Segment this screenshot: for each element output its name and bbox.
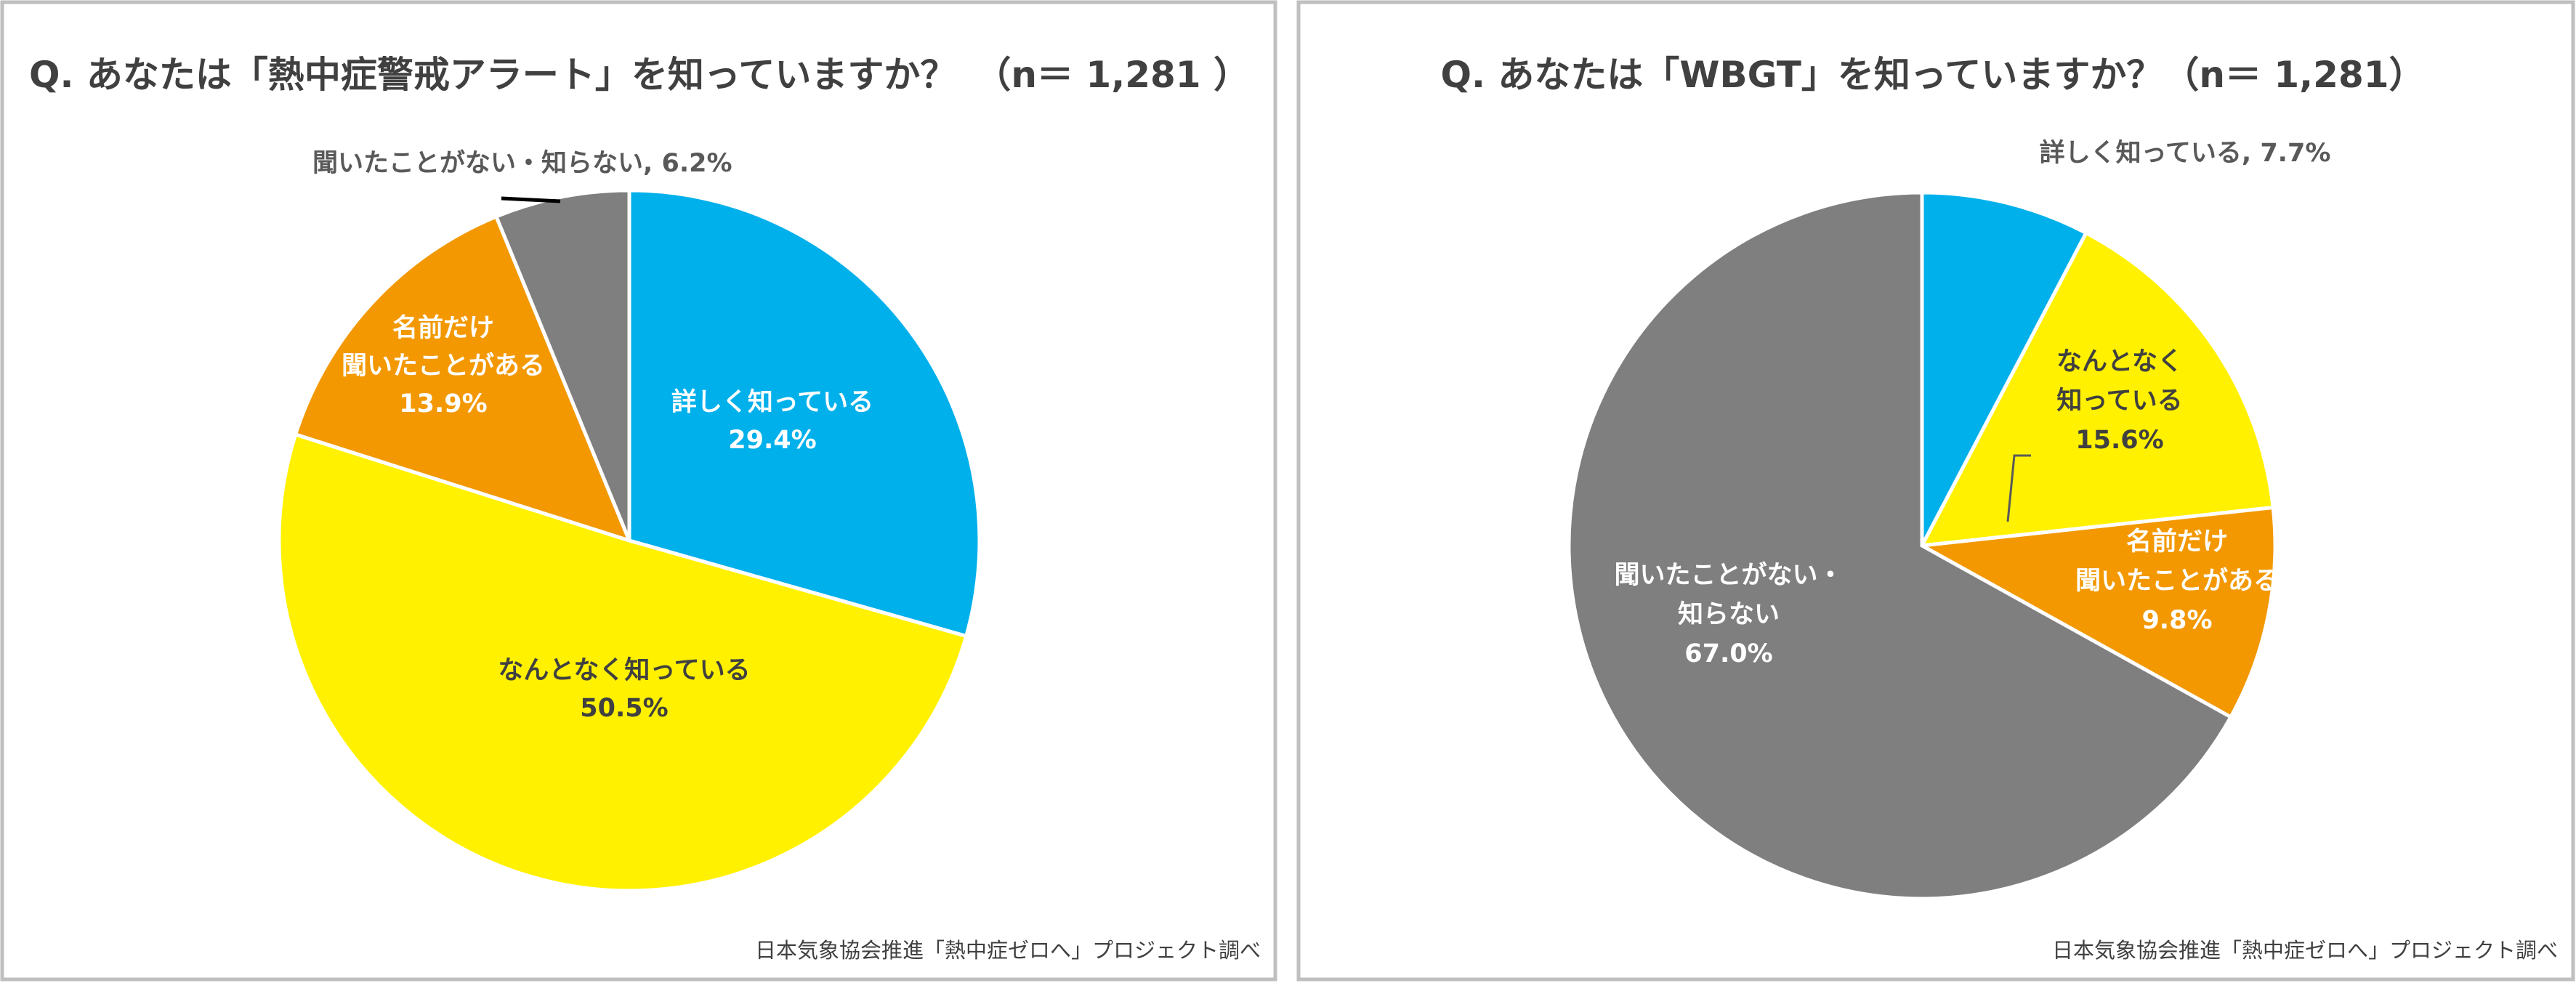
panel-heat-alert: Q. あなたは「熱中症警戒アラート」を知っていますか？ （n＝ 1,281 ） … bbox=[0, 0, 1277, 982]
chart-title: Q. あなたは「熱中症警戒アラート」を知っていますか？ （n＝ 1,281 ） bbox=[29, 54, 1250, 96]
slice-label: なんとなく知っている 50.5% bbox=[498, 656, 750, 723]
slice-label-line: 知らない bbox=[1678, 600, 1780, 629]
slice-label-line: 67.0% bbox=[1684, 639, 1772, 668]
pie-slice bbox=[277, 432, 969, 893]
pie-slice bbox=[1920, 190, 2089, 547]
leader-line bbox=[501, 196, 561, 203]
pie-wbgt: 詳しく知っている, 7.7% なんとなく知っている 15.6% 名前だけ聞いたことがあ… bbox=[1567, 139, 2331, 901]
slice-label-line: 聞いたことがない・知らない, 6.2% bbox=[312, 149, 732, 178]
pie-slice bbox=[293, 214, 633, 544]
slice-label-line: 9.8% bbox=[2141, 606, 2212, 635]
slice-label-line: なんとなく bbox=[2056, 347, 2183, 376]
slice-label-line: 聞いたことがある bbox=[2075, 567, 2279, 596]
slice-label-line: 詳しく知っている bbox=[671, 388, 873, 417]
slice-label: 聞いたことがない・知らない 67.0% bbox=[1614, 561, 1843, 668]
slice-label-line: 詳しく知っている, 7.7% bbox=[2040, 139, 2331, 168]
slice-label: 名前だけ聞いたことがある 9.8% bbox=[2075, 527, 2279, 635]
slice-label: 詳しく知っている 29.4% bbox=[671, 388, 873, 455]
leader-line bbox=[2006, 454, 2031, 522]
pie-slice bbox=[1567, 190, 2234, 901]
chart-title: Q. あなたは「WBGT」を知っていますか？（n＝ 1,281） bbox=[1440, 54, 2425, 96]
slice-label-line: 名前だけ bbox=[2126, 527, 2228, 557]
pie-slice bbox=[1918, 230, 2275, 548]
slice-label: 名前だけ聞いたことがある 13.9% bbox=[342, 314, 545, 418]
slice-label-line: なんとなく知っている bbox=[498, 656, 750, 685]
source-note: 日本気象協会推進「熱中症ゼロへ」プロジェクト調べ bbox=[755, 938, 1261, 963]
slice-label-line: 聞いたことがない・ bbox=[1614, 561, 1843, 590]
slice-label: 詳しく知っている, 7.7% bbox=[2040, 139, 2331, 168]
slice-label-line: 29.4% bbox=[728, 426, 816, 455]
panel-wbgt: Q. あなたは「WBGT」を知っていますか？（n＝ 1,281） 詳しく知ってい… bbox=[1296, 0, 2575, 982]
slice-label-line: 知っている bbox=[2056, 387, 2182, 416]
slice-label-line: 50.5% bbox=[580, 694, 668, 723]
source-note: 日本気象協会推進「熱中症ゼロへ」プロジェクト調べ bbox=[2052, 938, 2558, 963]
slice-label-line: 名前だけ bbox=[392, 314, 494, 343]
slice-label: 聞いたことがない・知らない, 6.2% bbox=[312, 149, 732, 178]
pie-slice bbox=[1915, 505, 2277, 720]
pie-heat-alert: 詳しく知っている 29.4% なんとなく知っている 50.5% 名前だけ聞いたことがある… bbox=[277, 149, 982, 893]
pie-slice bbox=[627, 188, 982, 639]
slice-label-line: 15.6% bbox=[2075, 426, 2163, 455]
pie-slice bbox=[493, 188, 631, 541]
slice-label: なんとなく知っている 15.6% bbox=[2056, 347, 2183, 455]
slice-label-line: 聞いたことがある bbox=[342, 352, 545, 381]
slice-label-line: 13.9% bbox=[399, 389, 487, 418]
